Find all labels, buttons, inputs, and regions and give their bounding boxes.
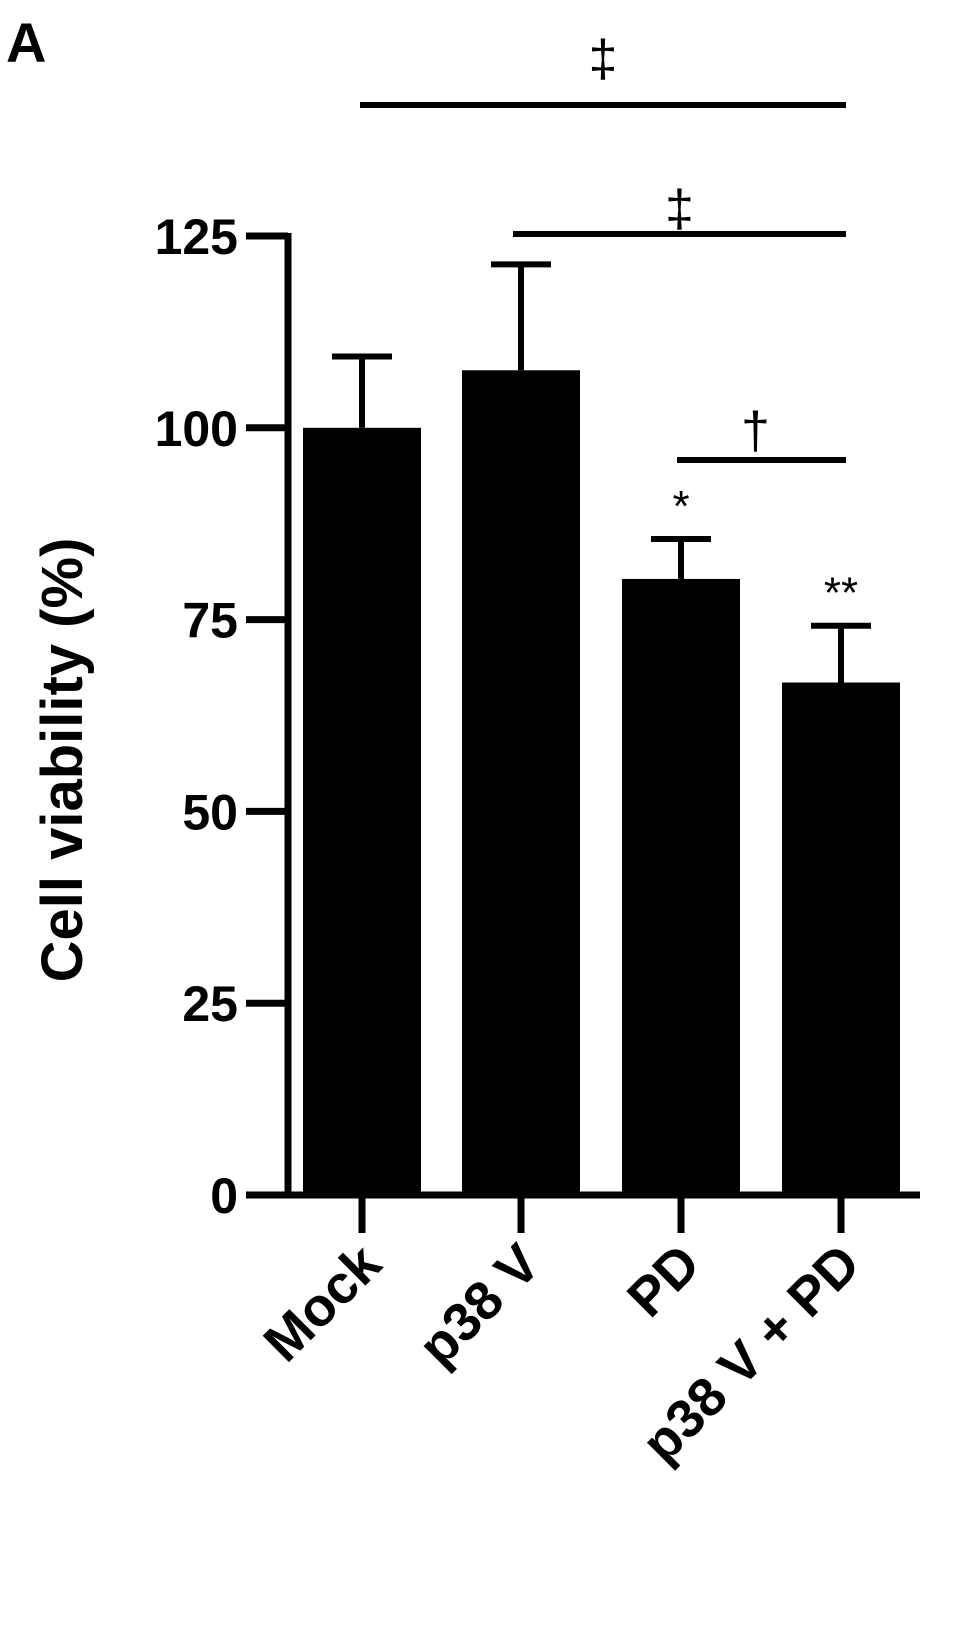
y-tick-label: 0: [210, 1168, 238, 1224]
significance-symbol: ‡: [665, 180, 694, 238]
y-axis: 0 25 50 75 100 125: [155, 209, 292, 1224]
bar: [303, 427, 421, 1195]
y-axis-label: Cell viability (%): [30, 538, 95, 983]
significance-marker: *: [672, 482, 689, 531]
bar: [782, 682, 900, 1195]
x-tick-label: PD: [616, 1233, 711, 1328]
significance-symbol: †: [741, 402, 770, 460]
bracket-layer: ‡ ‡ †: [360, 30, 846, 463]
bar: [622, 578, 740, 1195]
significance-marker: **: [824, 569, 858, 618]
y-tick-label: 25: [182, 976, 238, 1032]
panel-label: A: [6, 11, 46, 74]
y-tick-label: 100: [155, 401, 238, 457]
bars: ***: [303, 261, 900, 1195]
significance-symbol: ‡: [589, 30, 618, 88]
y-tick-label: 125: [155, 209, 238, 265]
y-tick-label: 50: [182, 784, 238, 840]
x-tick-label: p38 V: [407, 1233, 551, 1377]
bar: [462, 370, 580, 1195]
y-tick-label: 75: [182, 593, 238, 649]
x-tick-label: Mock: [252, 1232, 393, 1373]
